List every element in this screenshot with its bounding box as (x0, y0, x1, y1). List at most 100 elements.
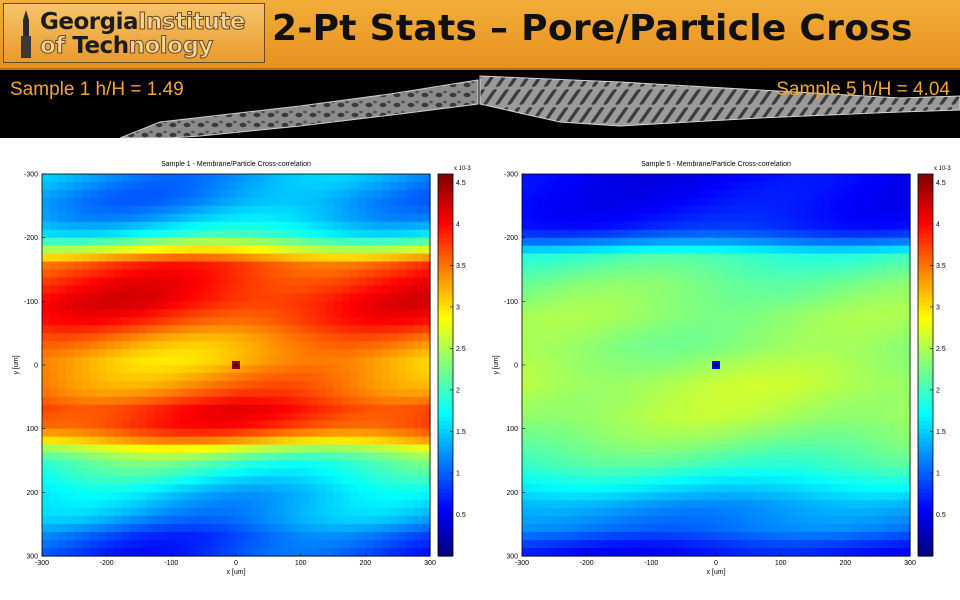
heatmap-cell (813, 189, 822, 199)
heatmap-cell (732, 285, 741, 294)
heatmap-cell (122, 492, 132, 501)
heatmap-cell (365, 372, 375, 382)
heatmap-cell (147, 253, 156, 263)
heatmap-cell (50, 380, 59, 390)
heatmap-cell (236, 309, 245, 318)
heatmap-cell (780, 317, 790, 326)
heatmap-cell (284, 213, 294, 223)
heatmap-cell (324, 412, 334, 422)
heatmap-cell (627, 365, 636, 374)
heatmap-cell (619, 460, 628, 470)
colorbar-cell (918, 505, 933, 510)
heatmap-cell (66, 380, 75, 390)
heatmap-cell (837, 428, 846, 438)
heatmap-cell (707, 444, 717, 454)
heatmap-cell (292, 357, 302, 366)
heatmap-cell (260, 181, 269, 191)
heatmap-cell (244, 396, 253, 406)
heatmap-cell (570, 492, 580, 501)
heatmap-cell (357, 460, 366, 470)
heatmap-cell (316, 253, 326, 263)
heatmap-cell (732, 309, 741, 318)
heatmap-cell (683, 301, 693, 310)
heatmap-cell (155, 221, 164, 231)
heatmap-cell (845, 277, 855, 287)
heatmap-cell (236, 269, 245, 279)
heatmap-cell (155, 420, 164, 430)
heatmap-cell (130, 269, 140, 279)
heatmap-cell (114, 452, 124, 462)
heatmap-cell (50, 229, 59, 239)
heatmap-cell (82, 181, 92, 191)
heatmap-cell (365, 396, 375, 406)
heatmap-cell (316, 444, 326, 454)
heatmap-cell (764, 540, 774, 549)
heatmap-cell (139, 492, 148, 501)
heatmap-cell (756, 357, 766, 366)
heatmap-cell (578, 460, 588, 470)
heatmap-cell (554, 253, 564, 263)
heatmap-cell (651, 261, 661, 271)
heatmap-cell (740, 189, 749, 199)
colorbar-tick-label: 2 (456, 387, 460, 394)
heatmap-cell (877, 221, 887, 231)
heatmap-cell (413, 452, 423, 462)
heatmap-cell (405, 540, 415, 549)
heatmap-cell (788, 293, 798, 302)
heatmap-cell (252, 277, 261, 287)
heatmap-cell (853, 404, 863, 414)
heatmap-cell (901, 532, 911, 541)
heatmap-cell (643, 500, 652, 509)
heatmap-cell (106, 269, 116, 279)
heatmap-cell (82, 468, 92, 478)
heatmap-cell (748, 404, 758, 414)
heatmap-cell (546, 237, 555, 247)
heatmap-cell (788, 372, 798, 382)
heatmap-cell (627, 253, 636, 263)
heatmap-cell (554, 309, 564, 318)
heatmap-cell (610, 524, 620, 533)
heatmap-cell (42, 444, 51, 454)
heatmap-cell (788, 444, 798, 454)
heatmap-cell (74, 524, 84, 533)
heatmap-cell (586, 428, 596, 438)
heatmap-cell (42, 404, 51, 414)
heatmap-cell (683, 508, 693, 517)
heatmap-cell (643, 380, 652, 390)
heatmap-cell (538, 492, 547, 501)
colorbar-cell (438, 318, 453, 324)
heatmap-cell (877, 205, 887, 215)
heatmap-cell (796, 500, 806, 509)
heatmap-cell (50, 500, 59, 509)
heatmap-cell (90, 309, 100, 318)
heatmap-cell (341, 396, 350, 406)
heatmap-cell (187, 174, 197, 183)
colorbar-cell (918, 373, 933, 379)
heatmap-cell (627, 396, 636, 406)
heatmap-cell (756, 301, 766, 310)
heatmap-cell (691, 301, 701, 310)
heatmap-cell (877, 269, 887, 279)
heatmap-cell (619, 428, 628, 438)
heatmap-cells (522, 174, 911, 557)
heatmap-cell (667, 500, 677, 509)
heatmap-cell (106, 197, 116, 207)
heatmap-cell (98, 492, 108, 501)
heatmap-cell (333, 436, 342, 446)
heatmap-cell (292, 476, 302, 485)
heatmap-cell (554, 380, 564, 390)
heatmap-cell (538, 452, 547, 462)
heatmap-cell (602, 388, 612, 398)
heatmap-cell (748, 357, 758, 366)
heatmap-cell (292, 524, 302, 533)
heatmap-cell (308, 476, 318, 485)
heatmap-cell (813, 468, 822, 478)
heatmap-cell (203, 468, 213, 478)
heatmap-cell (413, 181, 423, 191)
heatmap-cell (602, 229, 612, 239)
heatmap-cell (610, 500, 620, 509)
heatmap-cell (58, 508, 67, 517)
heatmap-cell (869, 428, 879, 438)
heatmap-cell (90, 396, 100, 406)
heatmap-cell (300, 237, 310, 247)
